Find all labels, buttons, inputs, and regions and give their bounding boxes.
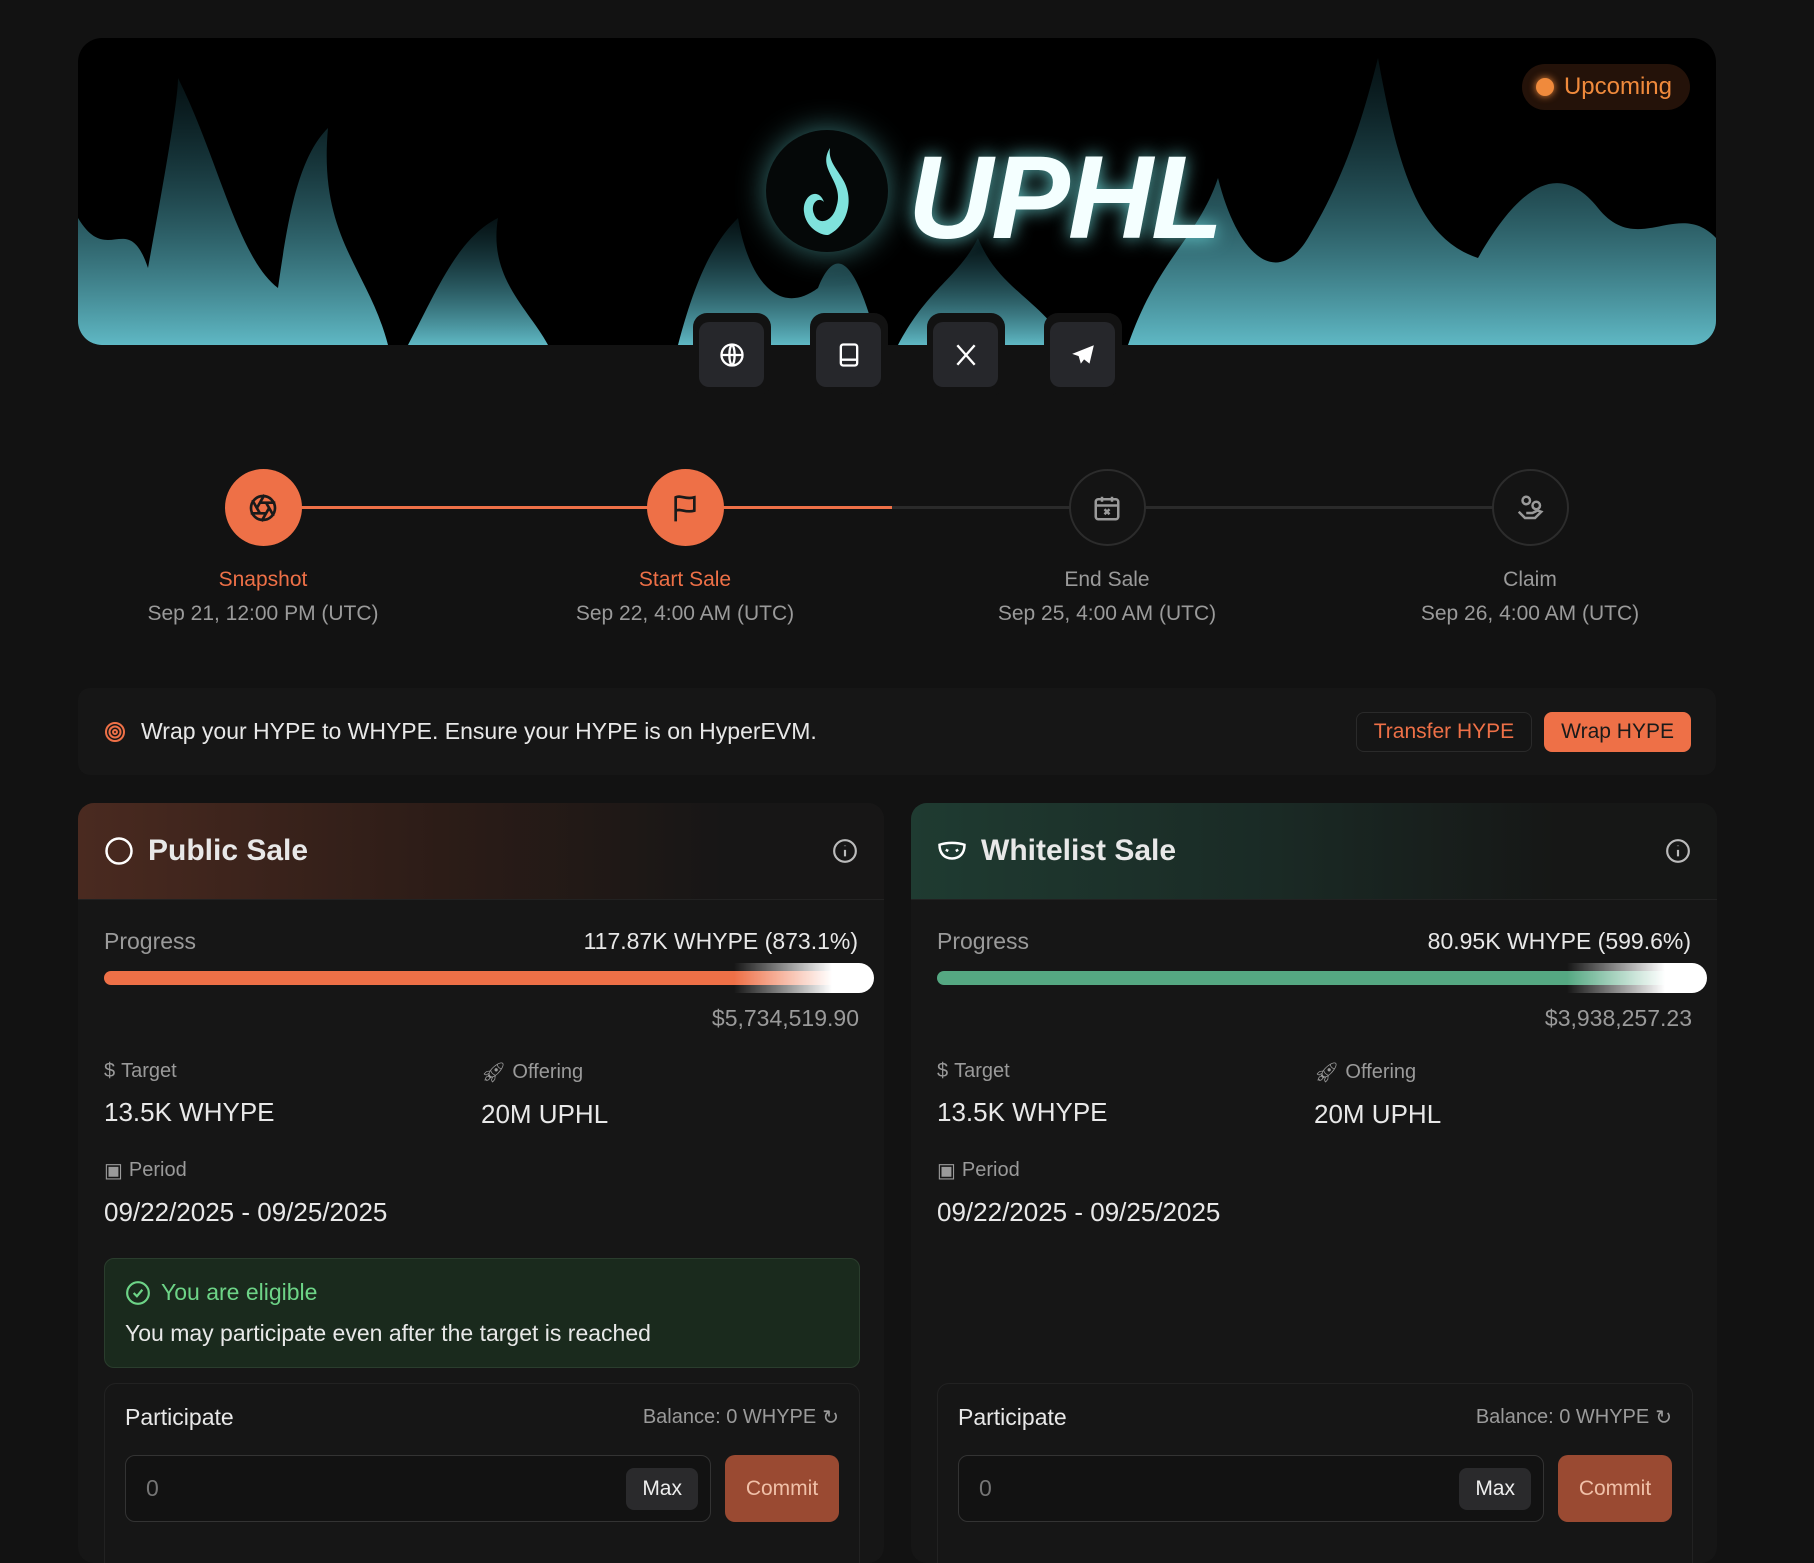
project-banner: UPHL Upcoming	[78, 38, 1716, 345]
participate-heading: Participate	[958, 1404, 1067, 1430]
calendar-icon: ▣	[937, 1160, 956, 1182]
step-label: Snapshot	[218, 568, 308, 591]
refresh-icon[interactable]: ↻	[1655, 1407, 1672, 1429]
raised-usd: $5,734,519.90	[711, 1005, 859, 1031]
max-button[interactable]: Max	[626, 1467, 698, 1510]
balance-text: Balance: 0 WHYPE	[1475, 1406, 1650, 1428]
public-sale-card: Public Sale Progress 117.87K WHYPE (873.1…	[78, 803, 884, 1563]
card-title: Whitelist Sale	[981, 834, 1177, 867]
calendar-x-icon	[1094, 496, 1120, 520]
flames-background	[78, 58, 1716, 345]
timeline-step-snapshot: Snapshot Sep 21, 12:00 PM (UTC)	[83, 469, 443, 626]
globe-icon	[719, 342, 744, 367]
mask-icon	[938, 841, 966, 860]
commit-button[interactable]: Commit	[725, 1455, 839, 1522]
step-date: Sep 26, 4:00 AM (UTC)	[1420, 602, 1640, 625]
participate-panel: Participate Balance: 0 WHYPE↻ Max Commit	[104, 1383, 860, 1563]
target-label: Target	[121, 1060, 177, 1082]
info-icon[interactable]	[832, 838, 858, 864]
period-label: Period	[961, 1159, 1020, 1181]
timeline-progress-line	[263, 506, 892, 509]
check-circle-icon	[126, 1280, 150, 1305]
period-value: 09/22/2025 - 09/25/2025	[937, 1197, 1221, 1227]
offering-value: 20M UPHL	[481, 1099, 609, 1129]
timeline-step-claim: Claim Sep 26, 4:00 AM (UTC)	[1350, 469, 1710, 626]
progress-label: Progress	[104, 928, 197, 954]
progress-bar	[937, 963, 1707, 993]
offering-value: 20M UPHL	[1314, 1099, 1442, 1129]
status-badge: Upcoming	[1521, 64, 1690, 110]
period-label: Period	[128, 1159, 187, 1181]
amount-input[interactable]	[979, 1475, 1460, 1502]
step-date: Sep 25, 4:00 AM (UTC)	[997, 602, 1217, 625]
refresh-icon[interactable]: ↻	[822, 1407, 839, 1429]
x-icon	[955, 343, 976, 366]
participate-panel: Participate Balance: 0 WHYPE↻ Max Commit	[937, 1383, 1693, 1563]
social-links	[0, 313, 1814, 395]
whitelist-sale-card: Whitelist Sale Progress 80.95K WHYPE (599…	[911, 803, 1717, 1563]
raised-usd: $3,938,257.23	[1544, 1005, 1692, 1031]
timeline-remaining-line	[892, 506, 1530, 509]
transfer-hype-button[interactable]: Transfer HYPE	[1355, 711, 1533, 752]
dollar-icon: $	[104, 1060, 116, 1082]
book-icon	[839, 342, 858, 367]
eligibility-notice: You are eligible You may participate eve…	[104, 1258, 860, 1368]
spiral-icon	[105, 721, 125, 742]
dollar-icon: $	[937, 1060, 949, 1082]
progress-value: 80.95K WHYPE (599.6%)	[1427, 928, 1691, 954]
amount-input[interactable]	[146, 1475, 627, 1502]
status-text: Upcoming	[1563, 73, 1672, 100]
participate-heading: Participate	[125, 1404, 234, 1430]
project-logo-text: UPHL	[908, 132, 1223, 264]
eligible-text: You may participate even after the targe…	[125, 1320, 651, 1346]
status-dot-icon	[1535, 78, 1554, 96]
period-value: 09/22/2025 - 09/25/2025	[104, 1197, 388, 1227]
wrap-hype-button[interactable]: Wrap HYPE	[1544, 711, 1691, 752]
telegram-icon	[1071, 344, 1094, 364]
progress-label: Progress	[937, 928, 1030, 954]
progress-bar	[104, 963, 874, 993]
rocket-icon: 🚀︎	[481, 1062, 507, 1084]
flag-icon	[674, 494, 696, 521]
step-label: Start Sale	[638, 568, 732, 591]
telegram-button[interactable]	[1050, 322, 1115, 387]
step-date: Sep 21, 12:00 PM (UTC)	[147, 602, 379, 625]
target-value: 13.5K WHYPE	[104, 1097, 275, 1127]
offering-label: Offering	[1345, 1061, 1417, 1083]
commit-button[interactable]: Commit	[1558, 1455, 1672, 1522]
wrap-notice: Wrap your HYPE to WHYPE. Ensure your HYP…	[78, 688, 1716, 775]
step-date: Sep 22, 4:00 AM (UTC)	[575, 602, 795, 625]
target-value: 13.5K WHYPE	[937, 1097, 1108, 1127]
x-twitter-button[interactable]	[933, 322, 998, 387]
timeline-step-start-sale: Start Sale Sep 22, 4:00 AM (UTC)	[505, 469, 865, 626]
step-label: Claim	[1503, 568, 1557, 591]
eligible-title: You are eligible	[161, 1279, 318, 1305]
info-icon[interactable]	[1665, 838, 1691, 864]
balance-text: Balance: 0 WHYPE	[642, 1406, 817, 1428]
hand-coins-icon	[1517, 495, 1544, 519]
project-logo	[766, 130, 888, 252]
step-label: End Sale	[1064, 568, 1150, 591]
sale-timeline: Snapshot Sep 21, 12:00 PM (UTC) Start Sa…	[0, 469, 1814, 629]
calendar-icon: ▣	[104, 1160, 123, 1182]
docs-button[interactable]	[816, 322, 881, 387]
website-button[interactable]	[699, 322, 764, 387]
progress-value: 117.87K WHYPE (873.1%)	[583, 928, 858, 954]
target-label: Target	[954, 1060, 1010, 1082]
aperture-icon	[249, 493, 277, 522]
rocket-icon: 🚀︎	[1314, 1062, 1340, 1084]
max-button[interactable]: Max	[1459, 1467, 1531, 1510]
card-title: Public Sale	[148, 834, 309, 867]
circle-icon	[105, 837, 133, 865]
timeline-step-end-sale: End Sale Sep 25, 4:00 AM (UTC)	[927, 469, 1287, 626]
wrap-notice-text: Wrap your HYPE to WHYPE. Ensure your HYP…	[141, 718, 817, 744]
offering-label: Offering	[512, 1061, 584, 1083]
